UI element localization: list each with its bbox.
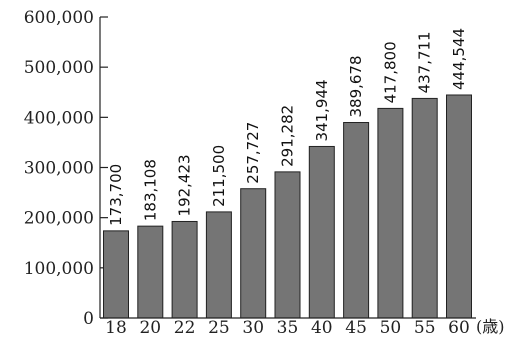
y-tick-label: 200,000 xyxy=(24,209,94,229)
y-tick-label: 100,000 xyxy=(24,259,94,279)
bar-30 xyxy=(240,188,267,319)
bar-40 xyxy=(308,145,335,319)
y-axis: 0 100,000 200,000 300,000 400,000 500,000 600,… xyxy=(24,8,108,329)
bar-22 xyxy=(171,220,198,319)
x-tick-label: 55 xyxy=(414,318,436,338)
y-tick-label: 600,000 xyxy=(24,8,94,28)
bar-20 xyxy=(137,225,164,319)
bar-50 xyxy=(377,107,404,319)
x-tick-label: 18 xyxy=(105,318,127,338)
bars: 173,700 183,108 192,423 211,500 257,727 291,2… xyxy=(103,28,472,319)
bar-value-label: 211,500 xyxy=(210,145,228,207)
x-axis: 18 20 22 25 30 35 40 45 50 55 60 xyxy=(100,317,476,338)
x-tick-label: 45 xyxy=(345,318,367,338)
bar-60 xyxy=(446,94,472,319)
bar-value-label: 291,282 xyxy=(279,105,297,167)
y-tick-label: 0 xyxy=(83,309,94,329)
x-tick-label: 22 xyxy=(174,318,196,338)
bar-value-label: 192,423 xyxy=(176,154,194,216)
y-tick-label: 400,000 xyxy=(24,108,94,128)
x-axis-unit: (歳) xyxy=(476,317,505,336)
bar-35 xyxy=(274,171,301,319)
x-tick-label: 50 xyxy=(380,318,402,338)
bar-value-label: 417,800 xyxy=(381,41,399,103)
bar-18 xyxy=(103,230,129,319)
bar-45 xyxy=(343,122,370,319)
bar-25 xyxy=(205,211,232,319)
x-tick-label: 20 xyxy=(139,318,161,338)
bar-value-label: 341,944 xyxy=(313,79,331,141)
bar-value-label: 444,544 xyxy=(450,28,468,90)
bar-value-label: 183,108 xyxy=(141,159,159,221)
bar-value-label: 437,711 xyxy=(416,31,434,93)
bar-value-label: 389,678 xyxy=(347,55,365,117)
x-tick-label: 40 xyxy=(311,318,333,338)
x-tick-label: 35 xyxy=(277,318,299,338)
x-tick-label: 30 xyxy=(242,318,264,338)
y-tick-label: 500,000 xyxy=(24,58,94,78)
bar-55 xyxy=(411,97,438,319)
x-tick-label: 25 xyxy=(208,318,230,338)
x-tick-label: 60 xyxy=(448,318,470,338)
bar-value-label: 257,727 xyxy=(244,122,262,184)
bar-value-label: 173,700 xyxy=(107,164,125,226)
y-tick-label: 300,000 xyxy=(24,159,94,179)
